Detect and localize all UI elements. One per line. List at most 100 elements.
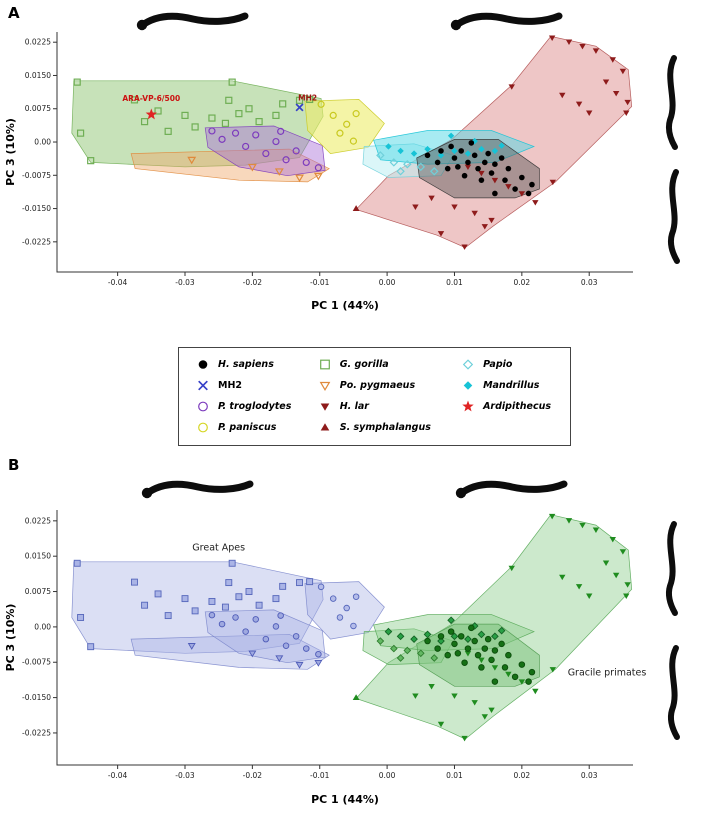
- x-tick-label: 0.00: [379, 278, 396, 287]
- panel-b-label: B: [8, 456, 20, 474]
- x-tick-label: -0.01: [310, 771, 330, 780]
- legend-item-p-paniscus: P. paniscus: [195, 420, 317, 435]
- panel-b-chart: -0.04 -0.03 -0.02 -0.01 0.00 0.01 0.02 0.03 0.02…: [4, 466, 708, 806]
- legend-item-mandrillus: Mandrillus: [460, 378, 570, 393]
- x-axis-label: PC 1 (44%): [311, 299, 379, 312]
- legend-label: Ardipithecus: [483, 401, 552, 412]
- legend-column: G. gorilla Po. pygmaeus H. lar S. symphalan…: [317, 357, 460, 437]
- legend-item-p-troglodytes: P. troglodytes: [195, 399, 317, 414]
- triangle-up-filled-icon: [317, 421, 333, 434]
- plot-area: -0.04 -0.03 -0.02 -0.01 0.00 0.01 0.02 0.03 0.02…: [4, 510, 646, 806]
- y-tick-label: -0.0150: [22, 693, 51, 702]
- legend-item-po-pygmaeus: Po. pygmaeus: [317, 378, 460, 393]
- series-papio: [376, 151, 439, 176]
- series-ardipithecus: [145, 108, 158, 120]
- y-tick-label: -0.0150: [22, 204, 51, 213]
- y-tick-label: 0.00: [34, 138, 51, 147]
- triangle-down-open-icon: [317, 379, 333, 392]
- annotation-gracile-primates: Gracile primates: [568, 667, 647, 678]
- x-tick-label: 0.01: [446, 278, 463, 287]
- series-p-paniscus: [317, 100, 360, 145]
- y-axis-label: PC 3 (10%): [4, 118, 17, 186]
- legend-label: H. sapiens: [218, 359, 274, 370]
- legend-label: Mandrillus: [483, 380, 540, 391]
- y-axis-label: PC 3 (10%): [4, 604, 17, 672]
- series-h-lar: [412, 35, 631, 250]
- circle-filled-icon: [195, 358, 211, 371]
- axes: [56, 32, 633, 273]
- clavicle-silhouette-a-right-lower: [671, 172, 677, 261]
- x-tick-label: 0.02: [513, 771, 530, 780]
- legend-item-h-lar: H. lar: [317, 399, 460, 414]
- x-tick-label: -0.01: [310, 278, 330, 287]
- series-mh2: [295, 103, 304, 112]
- panel-a-label: A: [8, 4, 20, 22]
- legend-column: Papio Mandrillus Ardipithecus: [460, 357, 570, 437]
- series-h-sapiens: [424, 140, 535, 197]
- y-tick-label: -0.0075: [22, 658, 51, 667]
- y-tick-label: 0.0225: [25, 38, 51, 47]
- circle-open-icon: [195, 400, 211, 413]
- axes: [56, 510, 633, 766]
- x-icon: [195, 379, 211, 392]
- legend-label: H. lar: [339, 401, 369, 412]
- series-great-apes-bonobo-hull: [317, 583, 360, 630]
- x-tick-label: -0.02: [243, 771, 263, 780]
- legend-item-papio: Papio: [460, 357, 570, 372]
- annotation-great-apes: Great Apes: [192, 543, 245, 554]
- annotation-mh2: MH2: [298, 93, 317, 102]
- legend-item-s-symphalangus: S. symphalangus: [317, 420, 460, 435]
- x-tick-label: 0.02: [513, 278, 530, 287]
- series-mandrillus: [385, 132, 505, 159]
- legend-item-ardipithecus: Ardipithecus: [460, 399, 570, 414]
- legend-column: H. sapiens MH2 P. troglodytes P. paniscus: [195, 357, 317, 437]
- x-tick-label: 0.01: [446, 771, 463, 780]
- legend-label: G. gorilla: [339, 359, 389, 370]
- legend-item-mh2: MH2: [195, 378, 317, 393]
- y-tick-label: 0.0075: [25, 587, 51, 596]
- legend-item-g-gorilla: G. gorilla: [317, 357, 460, 372]
- diamond-open-icon: [460, 358, 476, 371]
- y-tick-label: 0.0150: [25, 71, 51, 80]
- legend-label: S. symphalangus: [339, 422, 431, 433]
- x-tick-label: -0.03: [175, 278, 195, 287]
- clavicle-silhouette-b-right-upper: [669, 524, 675, 613]
- clavicle-silhouette-b-right-lower: [671, 648, 677, 737]
- annotation-ara-vp-6-500: ARA-VP-6/500: [122, 94, 180, 103]
- series-p-troglodytes: [208, 127, 322, 172]
- series-great-apes-chimp-hull: [208, 611, 322, 658]
- series-s-symphalangus: [352, 205, 360, 211]
- star-filled-icon: [460, 400, 476, 413]
- y-tick-label: -0.0225: [22, 728, 51, 737]
- series-gracile-primates-sapiens-hull: [424, 624, 536, 685]
- triangle-down-filled-icon: [317, 400, 333, 413]
- series-po-pygmaeus: [187, 156, 323, 183]
- circle-open-icon: [195, 421, 211, 434]
- x-axis-label: PC 1 (44%): [311, 793, 379, 806]
- x-tick-label: 0.03: [581, 771, 598, 780]
- x-tick-label: -0.02: [243, 278, 263, 287]
- y-tick-label: 0.00: [34, 622, 51, 631]
- panel-a-chart: -0.04 -0.03 -0.02 -0.01 0.00 0.01 0.02 0.03 0.02…: [4, 6, 708, 312]
- plot-area: -0.04 -0.03 -0.02 -0.01 0.00 0.01 0.02 0.03 0.02…: [4, 32, 633, 312]
- x-tick-label: -0.04: [108, 278, 128, 287]
- x-tick-label: -0.03: [175, 771, 195, 780]
- y-tick-label: 0.0150: [25, 552, 51, 561]
- legend-item-h-sapiens: H. sapiens: [195, 357, 317, 372]
- y-tick-label: -0.0075: [22, 171, 51, 180]
- x-tick-label: 0.03: [581, 278, 598, 287]
- series-g-gorilla: [73, 78, 314, 165]
- series-gracile-primates-symphalangus: [352, 694, 360, 700]
- series-gracile-primates-papio-hull: [376, 637, 439, 662]
- legend-label: P. troglodytes: [218, 401, 292, 412]
- y-tick-label: 0.0225: [25, 516, 51, 525]
- legend: H. sapiens MH2 P. troglodytes P. paniscus G.…: [178, 347, 571, 446]
- clavicle-silhouette-b-top-left: [142, 484, 250, 498]
- x-tick-label: 0.00: [379, 771, 396, 780]
- series-great-apes-gorilla-hull: [73, 559, 314, 651]
- legend-label: Papio: [483, 359, 513, 370]
- legend-label: MH2: [218, 380, 243, 391]
- y-tick-label: -0.0225: [22, 237, 51, 246]
- square-open-icon: [317, 358, 333, 371]
